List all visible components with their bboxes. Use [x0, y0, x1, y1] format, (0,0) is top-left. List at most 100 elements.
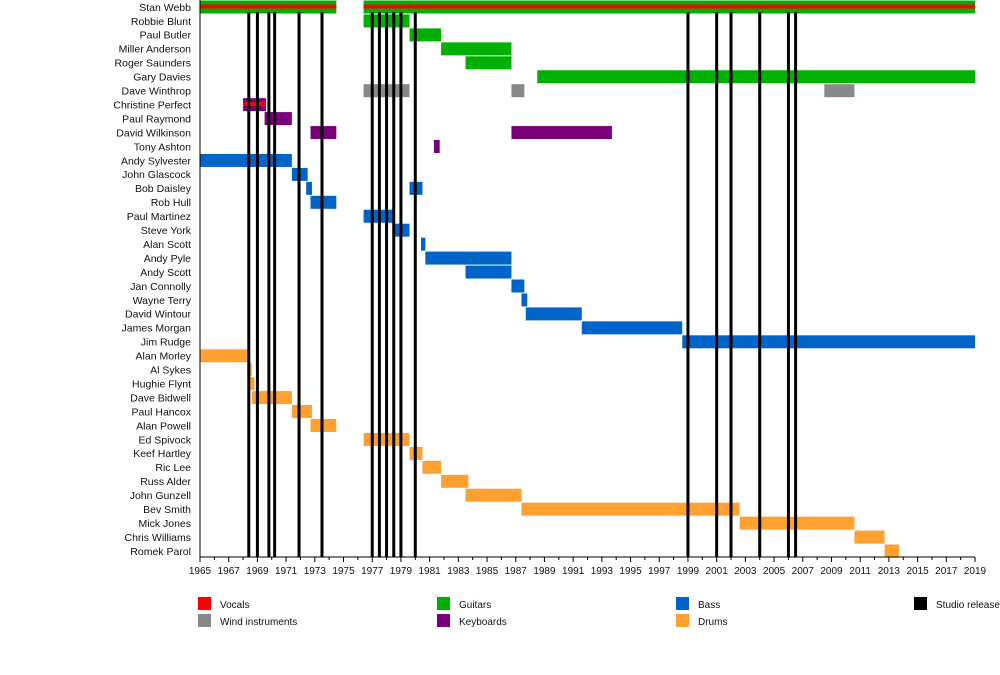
- x-tick-label: 1971: [275, 566, 298, 577]
- member-label: David Wintour: [125, 309, 191, 321]
- member-labels: Stan Webb Robbie Blunt Paul Butler Miller A…: [113, 2, 191, 558]
- studio-release-line: [413, 12, 417, 557]
- member-label: John Glascock: [122, 169, 192, 181]
- x-tick-label: 1973: [304, 566, 327, 577]
- bar-drums: [441, 474, 469, 488]
- legend-swatch-bass: [676, 597, 689, 610]
- x-tick-label: 1977: [361, 566, 384, 577]
- x-tick-label: 2013: [878, 566, 901, 577]
- member-label: John Gunzell: [130, 490, 191, 502]
- member-label: Roger Saunders: [115, 58, 191, 70]
- x-tick-label: 2001: [706, 566, 729, 577]
- member-label: Robbie Blunt: [131, 16, 191, 28]
- member-label: Chris Williams: [125, 532, 192, 544]
- x-tick-label: 1999: [677, 566, 700, 577]
- legend-swatch-drums: [676, 614, 689, 627]
- bar-drums: [251, 391, 292, 405]
- bar-stripe-vocals: [243, 102, 267, 107]
- member-label: Alan Morley: [136, 351, 192, 363]
- member-label: Russ Alder: [140, 476, 191, 488]
- x-tick-label: 2003: [734, 566, 757, 577]
- x-tick-label: 1965: [189, 566, 212, 577]
- bar-drums: [291, 405, 312, 419]
- x-tick-label: 1989: [533, 566, 556, 577]
- bar-stripe-vocals: [200, 4, 337, 9]
- member-label: Dave Bidwell: [130, 392, 191, 404]
- x-axis: 1965 1967 1969 1971 1973 1975 1977 1979 1981 1983…: [189, 0, 987, 577]
- studio-release-line: [686, 12, 690, 557]
- legend-label: Keyboards: [459, 617, 507, 628]
- member-label: Dave Winthrop: [122, 86, 192, 98]
- bar-guitars: [537, 70, 975, 84]
- studio-release-line: [297, 12, 301, 557]
- bar-bass: [521, 293, 528, 307]
- member-label: Paul Butler: [140, 30, 192, 42]
- studio-release-line: [320, 12, 324, 557]
- studio-release-line: [786, 12, 790, 557]
- legend-swatch-guitars: [437, 597, 450, 610]
- bar-bass: [425, 251, 512, 265]
- legend-label: Bass: [698, 600, 720, 611]
- member-label: Andy Sylvester: [121, 155, 192, 167]
- legend-label: Guitars: [459, 600, 491, 611]
- legend-label: Wind instruments: [220, 617, 297, 628]
- x-tick-label: 1979: [390, 566, 413, 577]
- bar-keyboards: [433, 140, 440, 153]
- x-tick-label: 2009: [820, 566, 843, 577]
- bar-stripe-vocals: [363, 4, 976, 9]
- x-tick-label: 1985: [476, 566, 499, 577]
- bar-drums: [200, 349, 249, 363]
- bar-drums: [854, 530, 885, 544]
- member-label: Stan Webb: [139, 2, 191, 14]
- member-label: Rob Hull: [151, 197, 191, 209]
- x-tick-label: 1981: [419, 566, 442, 577]
- member-label: Paul Raymond: [122, 113, 191, 125]
- studio-release-line: [399, 12, 403, 557]
- studio-release-line: [377, 12, 381, 557]
- member-label: Ric Lee: [155, 462, 191, 474]
- member-label: Andy Scott: [140, 267, 191, 279]
- bar-keyboards: [511, 126, 612, 140]
- legend-swatch-studio: [914, 597, 927, 610]
- member-label: James Morgan: [122, 323, 192, 335]
- x-tick-label: 1995: [619, 566, 642, 577]
- x-tick-label: 2011: [849, 566, 871, 577]
- member-label: Bob Daisley: [135, 183, 192, 195]
- bar-bass: [465, 265, 512, 279]
- x-tick-label: 2019: [964, 566, 987, 577]
- x-tick-label: 1987: [505, 566, 528, 577]
- legend-swatch-keyboards: [437, 614, 450, 627]
- bar-keyboards: [264, 112, 292, 126]
- bar-guitars: [409, 28, 442, 42]
- legend-label: Studio release: [936, 600, 1000, 611]
- x-tick-label: 1983: [447, 566, 470, 577]
- bar-drums: [250, 377, 255, 391]
- legend-swatch-wind: [198, 614, 211, 627]
- x-tick-label: 2007: [792, 566, 815, 577]
- bar-drums: [521, 502, 740, 516]
- member-label: Romek Parol: [130, 546, 191, 558]
- studio-release-line: [392, 12, 396, 557]
- bar-wind: [511, 84, 525, 98]
- member-label: Hughie Flynt: [132, 378, 191, 390]
- bar-guitars: [441, 42, 512, 56]
- bar-guitars: [465, 56, 512, 70]
- member-label: Jim Rudge: [141, 337, 191, 349]
- member-label: Alan Powell: [136, 420, 191, 432]
- studio-release-line: [715, 12, 719, 557]
- bar-drums: [465, 488, 522, 502]
- bar-bass: [682, 335, 975, 349]
- member-label: Christine Perfect: [113, 99, 191, 111]
- member-label: Keef Hartley: [133, 448, 192, 460]
- member-label: Ed Spivock: [138, 434, 191, 446]
- bar-bass: [200, 153, 292, 167]
- legend-label: Drums: [698, 617, 727, 628]
- studio-release-line: [255, 12, 259, 557]
- bar-bass: [511, 279, 525, 293]
- bar-bass: [525, 307, 582, 321]
- x-tick-label: 1997: [648, 566, 671, 577]
- bar-wind: [824, 84, 855, 98]
- member-label: Andy Pyle: [144, 253, 191, 265]
- x-tick-label: 1991: [562, 566, 585, 577]
